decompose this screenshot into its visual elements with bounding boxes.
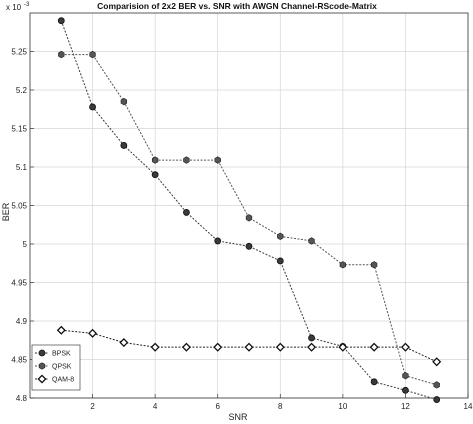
data-point xyxy=(433,381,440,389)
series-layer xyxy=(56,17,442,403)
legend-marker xyxy=(37,374,47,384)
grid-lines xyxy=(30,13,469,399)
data-point xyxy=(402,386,409,394)
legend-marker xyxy=(38,349,46,357)
data-point xyxy=(432,357,442,367)
x-tick-label: 2 xyxy=(90,402,95,411)
series-bpsk xyxy=(57,17,441,403)
legend: BPSK QPSK QAM-8 xyxy=(31,344,81,391)
data-point xyxy=(151,171,159,179)
data-point xyxy=(400,342,410,352)
data-point xyxy=(119,338,129,348)
y-tick-label: 4.95 xyxy=(11,279,27,288)
data-point xyxy=(181,342,191,352)
data-point xyxy=(89,103,96,111)
x-axis-ticks: 2 4 6 8 10 12 14 xyxy=(90,394,473,411)
legend-label: QPSK xyxy=(52,364,72,371)
y-tick-label: 5.15 xyxy=(11,125,27,134)
data-point xyxy=(370,261,378,269)
data-point xyxy=(308,334,315,342)
data-point xyxy=(214,156,221,164)
data-point xyxy=(88,328,98,338)
data-point xyxy=(308,237,315,245)
x-tick-label: 10 xyxy=(338,402,347,411)
y-tick-label: 5.2 xyxy=(16,86,28,95)
data-point xyxy=(56,325,66,335)
data-point xyxy=(402,372,409,380)
data-point xyxy=(370,378,378,386)
y-exponent-label: x 10 -3 xyxy=(6,2,30,12)
data-point xyxy=(214,237,222,245)
legend-label: QAM-8 xyxy=(52,377,74,384)
data-point xyxy=(245,214,253,222)
y-exponent-power: -3 xyxy=(24,2,30,8)
chart-title: Comparision of 2x2 BER vs. SNR with AWGN… xyxy=(97,1,377,11)
y-tick-label: 5.05 xyxy=(11,202,27,211)
data-point xyxy=(276,257,284,265)
data-point xyxy=(275,342,285,352)
data-point xyxy=(338,342,348,352)
data-point xyxy=(58,50,65,59)
y-axis-label: BER xyxy=(1,202,11,221)
y-exponent-base: x 10 xyxy=(6,3,22,12)
x-tick-label: 14 xyxy=(464,402,473,411)
y-tick-label: 5.1 xyxy=(16,163,28,172)
data-point xyxy=(307,342,317,352)
data-point xyxy=(369,342,379,352)
legend-label: BPSK xyxy=(52,351,71,358)
data-point xyxy=(150,342,160,352)
data-point xyxy=(183,209,190,216)
legend-marker xyxy=(38,362,46,370)
series-qam-8 xyxy=(56,325,442,367)
data-point xyxy=(277,232,284,240)
data-point xyxy=(183,156,190,164)
data-point xyxy=(245,242,253,250)
x-tick-label: 4 xyxy=(153,402,158,411)
data-point xyxy=(244,342,254,352)
data-point xyxy=(151,156,159,164)
data-point xyxy=(120,97,128,106)
y-tick-label: 5 xyxy=(23,240,28,249)
series-qpsk xyxy=(58,50,440,389)
y-axis-ticks: 4.8 4.85 4.9 4.95 5 5.05 5.1 5.15 5.2 5.25 xyxy=(11,48,34,403)
data-point xyxy=(89,50,96,59)
y-tick-label: 4.85 xyxy=(11,356,27,365)
data-point xyxy=(120,142,128,149)
x-axis-label: SNR xyxy=(228,412,248,422)
y-tick-label: 4.8 xyxy=(16,394,28,403)
data-point xyxy=(57,17,65,25)
x-tick-label: 6 xyxy=(215,402,220,411)
x-tick-label: 8 xyxy=(278,402,283,411)
y-tick-label: 5.25 xyxy=(11,48,27,57)
data-point xyxy=(213,342,223,352)
y-tick-label: 4.9 xyxy=(16,317,28,326)
data-point xyxy=(433,396,441,403)
x-tick-label: 12 xyxy=(401,402,410,411)
data-point xyxy=(339,261,347,269)
